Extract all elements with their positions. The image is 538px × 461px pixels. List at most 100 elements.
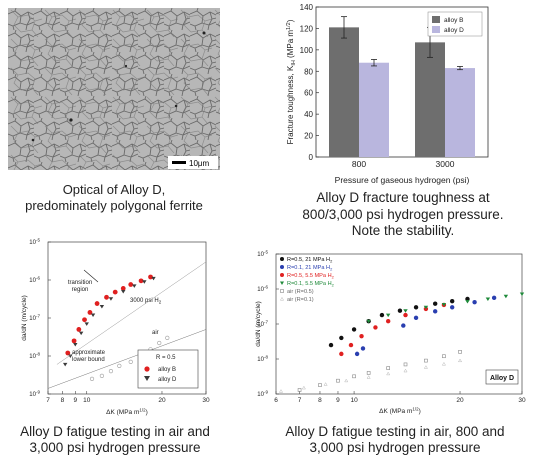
legend-label: R=0.5, 21 MPa H2 xyxy=(287,257,333,264)
alloy-tag: Alloy D xyxy=(490,375,514,382)
y-axis-label-unit-sup: 1/2 xyxy=(286,22,292,30)
data-point-r-0-1-21-mpa-h xyxy=(432,309,438,314)
toughness-caption-line1: Alloy D fracture toughness at xyxy=(316,190,490,205)
data-point-alloy-d xyxy=(78,331,84,336)
toughness-caption: Alloy D fracture toughness at 800/3,000 … xyxy=(268,190,538,240)
x-axis-label-main: ΔK (MPa m xyxy=(106,409,139,416)
data-point-alloy-b xyxy=(120,286,126,291)
legend-label: alloy D xyxy=(444,27,464,34)
micrograph-caption: Optical of Alloy D, predominately polygo… xyxy=(0,182,228,213)
data-point-air-r-0-1- xyxy=(457,358,463,363)
y-tick-label: 10-6 xyxy=(257,285,268,294)
data-point-air-r-0-1- xyxy=(403,368,408,373)
legend-marker xyxy=(280,273,284,277)
y-tick-label: 120 xyxy=(300,24,314,33)
legend-label-alloy-b: alloy B xyxy=(158,367,176,373)
legend-label: R=0.5, 5.5 MPa H2 xyxy=(287,273,335,280)
legend-label: alloy B xyxy=(444,17,464,24)
data-point-r-0-5-5-5-mpa-h xyxy=(403,312,408,318)
data-point-alloy-b xyxy=(148,274,153,280)
data-point-alloy-b xyxy=(71,338,77,344)
data-point-air-r-0-1- xyxy=(423,365,428,369)
fatigue-air-caption: Alloy D fatigue testing in air and 3,000… xyxy=(0,424,230,456)
data-point-alloy-d xyxy=(142,280,147,284)
annotation-region: region xyxy=(72,287,89,293)
data-point-alloy-b xyxy=(65,350,71,356)
x-tick-label: 8 xyxy=(61,397,65,404)
y-tick-label: 10-5 xyxy=(257,250,268,259)
data-point-r-0-5-21-mpa-h xyxy=(328,342,334,348)
x-axis-label: ΔK (MPa m1/2) xyxy=(379,407,421,416)
data-point-r-0-1-5-5-mpa-h xyxy=(385,313,391,318)
data-point-r-0-1-21-mpa-h xyxy=(401,323,406,328)
data-point-air-r-0-1- xyxy=(366,375,371,379)
scale-bar-label: 10μm xyxy=(189,159,210,168)
x-tick-label: 30 xyxy=(202,397,210,404)
data-point-air-r-0-5- xyxy=(458,350,462,354)
y-tick-label: 100 xyxy=(300,46,314,55)
data-point-alloy-b xyxy=(128,282,134,287)
x-axis-label-main: ΔK (MPa m xyxy=(379,408,412,415)
data-point-air-r-0-1- xyxy=(386,371,391,376)
data-point-alloy-d xyxy=(151,276,156,281)
legend-marker xyxy=(280,281,284,285)
annotation-air: air xyxy=(152,330,159,336)
y-tick-label: 10-9 xyxy=(29,390,40,399)
data-point-r-0-1-5-5-mpa-h xyxy=(465,299,470,304)
fatigue-air-chart-panel: 7 8 9 10 20 30 10-9 10-8 10-7 10-6 10-5 da/dN (m/c… xyxy=(10,236,215,416)
y-tick-label: 10-7 xyxy=(257,320,268,329)
x-tick-label: 20 xyxy=(158,397,166,404)
data-point-r-0-5-21-mpa-h xyxy=(339,335,344,341)
data-point-r-0-5-5-5-mpa-h xyxy=(359,333,364,339)
fatigue-air-chart: 7 8 9 10 20 30 10-9 10-8 10-7 10-6 10-5 da/dN (m/c… xyxy=(21,238,210,417)
y-axis-label-main: Fracture toughness, K xyxy=(286,65,295,144)
x-tick-label: 7 xyxy=(298,397,302,404)
data-point-alloy-d xyxy=(132,284,137,288)
data-point-r-0-5-21-mpa-h xyxy=(432,301,438,306)
data-point-r-0-1-21-mpa-h xyxy=(449,305,455,310)
data-point-air-r-0-5- xyxy=(318,383,322,387)
x-tick-label: 10 xyxy=(350,397,358,404)
x-tick-label: 9 xyxy=(336,397,340,404)
data-point-air-r-0-5- xyxy=(297,388,302,392)
data-point-air xyxy=(99,373,104,378)
x-tick-label: 8 xyxy=(318,397,322,404)
micrograph-panel: 10μm xyxy=(8,8,220,170)
data-point-r-0-1-5-5-mpa-h xyxy=(519,292,525,296)
y-tick-label: 10-7 xyxy=(29,314,40,323)
data-point-r-0-5-5-5-mpa-h xyxy=(348,342,354,348)
data-point-r-0-5-5-5-mpa-h xyxy=(339,351,344,357)
fatigue-h2-caption-line2: 3,000 psi hydrogen pressure xyxy=(309,440,481,455)
toughness-caption-line2: 800/3,000 psi hydrogen pressure. xyxy=(302,206,504,222)
data-point-alloy-d xyxy=(84,322,89,326)
data-point-r-0-1-5-5-mpa-h xyxy=(503,294,509,299)
y-tick-label: 10-8 xyxy=(29,352,40,361)
data-point-r-0-1-5-5-mpa-h xyxy=(441,303,447,307)
data-point-air-r-0-5- xyxy=(403,362,408,367)
data-point-alloy-b xyxy=(82,317,87,323)
legend-marker-alloy-b xyxy=(144,366,150,372)
x-axis-label-sup: 1/2 xyxy=(412,407,419,412)
x-tick-label: 7 xyxy=(46,397,50,404)
legend-marker xyxy=(280,265,284,269)
x-tick-label: 20 xyxy=(456,397,464,404)
data-point-alloy-d xyxy=(99,305,105,309)
data-point-r-0-5-21-mpa-h xyxy=(413,305,419,310)
data-point-r-0-1-21-mpa-h xyxy=(472,299,477,305)
data-point-r-0-5-5-5-mpa-h xyxy=(385,319,391,324)
fatigue-h2-caption: Alloy D fatigue testing in air, 800 and … xyxy=(252,424,538,456)
data-point-air-r-0-1- xyxy=(278,389,284,393)
x-tick-label: 10 xyxy=(83,397,91,404)
scale-bar xyxy=(172,161,186,164)
x-axis-label: ΔK (MPa m1/2) xyxy=(106,408,148,417)
lower-bound-line xyxy=(47,329,207,389)
y-axis-label: da/dN (m/cycle) xyxy=(255,301,262,347)
legend-swatch xyxy=(432,26,440,33)
data-point-r-0-5-5-5-mpa-h xyxy=(373,325,378,330)
data-point-air xyxy=(157,340,162,346)
annotation-transition: transition xyxy=(68,280,92,286)
y-axis-label: Fracture toughness, KIH (MPa m1/2) xyxy=(286,19,297,144)
legend-label: R=0.1, 21 MPa H2 xyxy=(287,265,333,272)
bar-alloy-b xyxy=(329,27,359,157)
fatigue-air-caption-line2: 3,000 psi hydrogen pressure xyxy=(29,440,201,455)
